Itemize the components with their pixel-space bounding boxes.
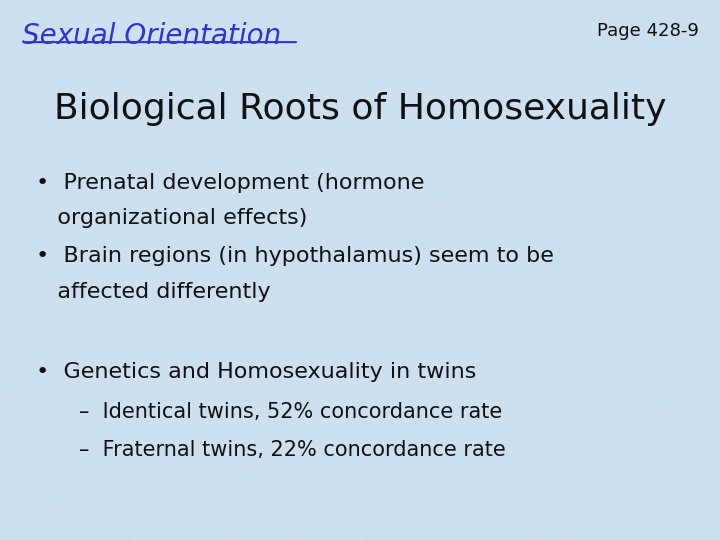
Text: Biological Roots of Homosexuality: Biological Roots of Homosexuality [54,92,666,126]
Text: Sexual Orientation: Sexual Orientation [22,22,281,50]
Text: •  Brain regions (in hypothalamus) seem to be: • Brain regions (in hypothalamus) seem t… [36,246,554,266]
Text: –  Identical twins, 52% concordance rate: – Identical twins, 52% concordance rate [79,402,503,422]
Text: •  Genetics and Homosexuality in twins: • Genetics and Homosexuality in twins [36,362,477,382]
Text: Page 428-9: Page 428-9 [597,22,698,39]
Text: •  Prenatal development (hormone: • Prenatal development (hormone [36,173,424,193]
Text: –  Fraternal twins, 22% concordance rate: – Fraternal twins, 22% concordance rate [79,440,506,460]
Text: affected differently: affected differently [36,282,271,302]
Text: organizational effects): organizational effects) [36,208,307,228]
